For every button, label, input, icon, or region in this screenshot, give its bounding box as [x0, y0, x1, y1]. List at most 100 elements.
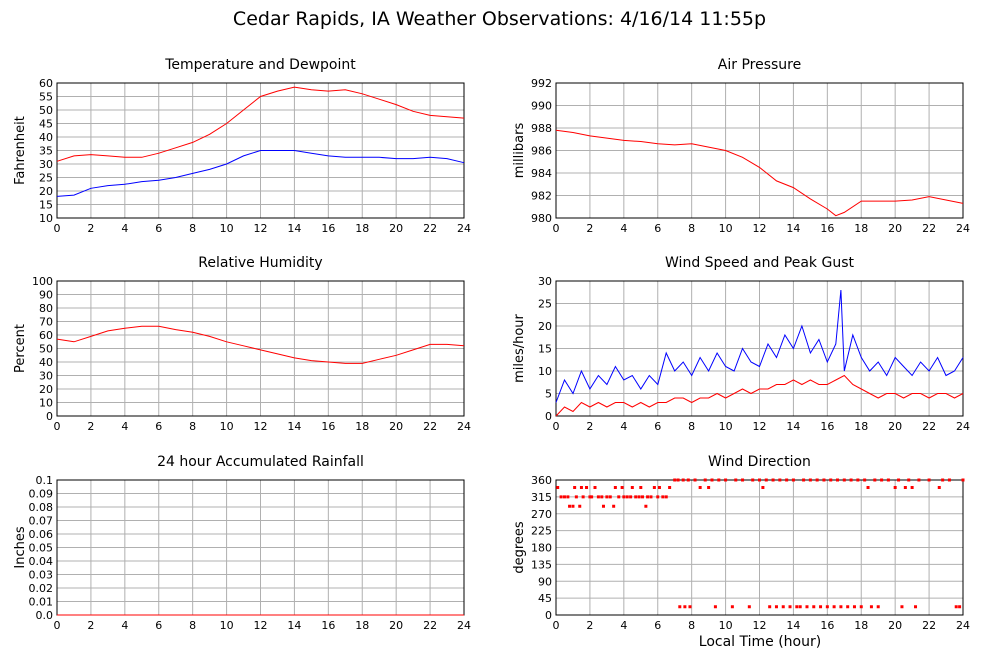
y-tick-label: 982 [531, 190, 552, 203]
chart-title: 24 hour Accumulated Rainfall [157, 454, 364, 470]
y-tick-label: 0.03 [29, 569, 54, 582]
x-tick-label: 4 [620, 222, 627, 235]
data-point [600, 495, 604, 499]
y-axis-label: Fahrenheit [13, 116, 28, 185]
data-point [693, 478, 697, 482]
x-tick-label: 12 [254, 420, 268, 433]
data-point [574, 495, 578, 499]
data-point [886, 478, 890, 482]
data-point [856, 478, 860, 482]
data-point [825, 605, 829, 609]
data-point [747, 605, 751, 609]
y-tick-label: 35 [39, 145, 53, 158]
data-point [686, 478, 690, 482]
y-tick-label: 50 [39, 343, 53, 356]
data-point [625, 495, 629, 499]
y-tick-label: 0.1 [36, 474, 54, 487]
data-point [644, 504, 648, 508]
x-tick-label: 22 [922, 619, 936, 632]
chart-title: Air Pressure [718, 57, 801, 73]
x-tick-label: 18 [854, 222, 868, 235]
data-point [573, 486, 577, 489]
data-point [634, 495, 638, 499]
data-point [836, 478, 840, 482]
data-point [880, 478, 884, 482]
y-tick-label: 60 [39, 77, 53, 90]
x-tick-label: 0 [553, 619, 560, 632]
series-line [555, 374, 964, 417]
x-tick-label: 10 [220, 420, 234, 433]
data-point [713, 605, 717, 609]
data-point [764, 478, 768, 482]
y-tick-label: 0.02 [29, 582, 54, 595]
y-axis-label: Inches [13, 526, 28, 568]
x-tick-label: 0 [54, 222, 61, 235]
data-point [717, 478, 721, 482]
data-point [958, 605, 962, 609]
series-line [56, 86, 465, 162]
x-tick-label: 24 [457, 420, 471, 433]
x-tick-label: 24 [956, 222, 970, 235]
data-point [873, 478, 877, 482]
y-tick-label: 60 [39, 329, 53, 342]
x-tick-label: 18 [355, 222, 369, 235]
data-point [620, 486, 624, 489]
data-point [617, 495, 621, 499]
y-tick-label: 992 [531, 77, 552, 90]
data-point [578, 504, 582, 508]
data-point [903, 486, 907, 489]
y-tick-label: 225 [531, 525, 552, 538]
data-point [579, 486, 583, 489]
x-tick-label: 0 [553, 420, 560, 433]
data-point [907, 478, 911, 482]
x-tick-label: 4 [620, 420, 627, 433]
x-tick-label: 6 [654, 619, 661, 632]
x-tick-label: 22 [423, 222, 437, 235]
x-tick-label: 16 [820, 222, 834, 235]
y-tick-label: 315 [531, 491, 552, 504]
x-tick-label: 16 [321, 222, 335, 235]
x-tick-label: 4 [620, 619, 627, 632]
data-point [593, 486, 597, 489]
y-tick-label: 180 [531, 542, 552, 555]
y-tick-label: 15 [538, 343, 552, 356]
data-point [788, 605, 792, 609]
data-point [917, 478, 921, 482]
data-point [866, 486, 870, 489]
data-point [842, 478, 846, 482]
x-tick-label: 6 [155, 619, 162, 632]
y-tick-label: 0 [46, 410, 53, 423]
data-point [730, 605, 734, 609]
y-tick-label: 988 [531, 122, 552, 135]
data-point [822, 478, 826, 482]
data-point [805, 605, 809, 609]
y-axis-label: Percent [13, 324, 28, 373]
y-tick-label: 10 [538, 365, 552, 378]
y-tick-label: 0.05 [29, 542, 54, 555]
y-tick-label: 0.09 [29, 488, 54, 501]
data-point [710, 478, 714, 482]
series-line [555, 289, 964, 403]
x-tick-label: 14 [786, 619, 800, 632]
chart-pressure: 0 2 4 6 8 10 12 14 16 18 20 22 249809829849869889909… [512, 57, 970, 235]
x-tick-label: 18 [355, 619, 369, 632]
x-tick-label: 10 [719, 619, 733, 632]
data-point [798, 605, 802, 609]
x-tick-label: 8 [688, 222, 695, 235]
data-point [649, 495, 653, 499]
y-tick-label: 30 [39, 158, 53, 171]
x-tick-label: 12 [254, 222, 268, 235]
data-point [639, 486, 643, 489]
data-point [832, 605, 836, 609]
x-tick-label: 10 [220, 619, 234, 632]
data-point [703, 478, 707, 482]
data-point [795, 605, 799, 609]
y-tick-label: 0.08 [29, 501, 54, 514]
x-tick-label: 24 [457, 619, 471, 632]
data-point [829, 478, 833, 482]
y-tick-label: 360 [531, 474, 552, 487]
data-point [761, 486, 765, 489]
data-point [815, 478, 819, 482]
data-point [590, 495, 594, 499]
x-tick-label: 8 [688, 420, 695, 433]
